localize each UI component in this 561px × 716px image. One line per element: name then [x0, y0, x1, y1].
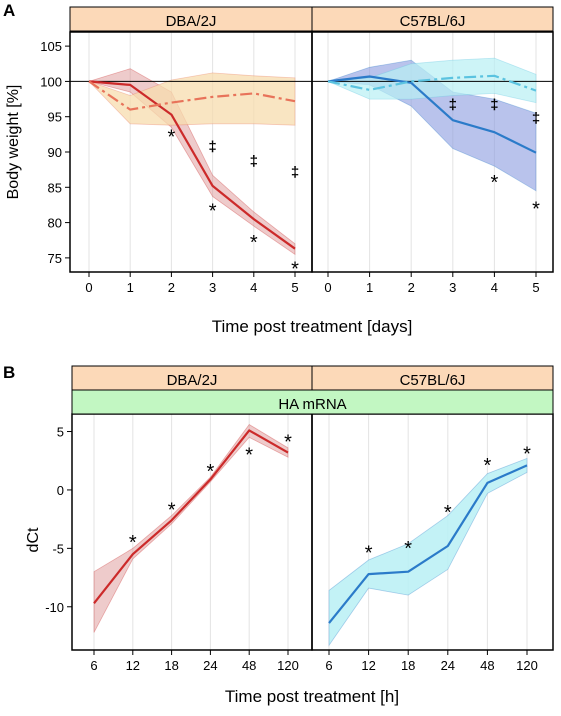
chart-b-annotation: * — [523, 443, 531, 465]
chart-b-annotation: * — [484, 455, 492, 477]
chart-a-ytick-label: 85 — [48, 180, 62, 195]
chart-b-ylabel: dCt — [25, 527, 42, 552]
chart-a-xtick-label: 3 — [209, 280, 216, 295]
chart-a-xtick-label: 1 — [127, 280, 134, 295]
chart-a-xtick-label: 4 — [491, 280, 498, 295]
chart-b-series-line — [328, 464, 528, 624]
chart-a-xtick-label: 1 — [366, 280, 373, 295]
chart-a-xlabel: Time post treatment [days] — [212, 317, 413, 336]
chart-a-annotation: * — [491, 172, 499, 194]
chart-a-ytick-label: 100 — [40, 74, 62, 89]
chart-b-ytick-label: 0 — [57, 483, 64, 498]
chart-b-strip-label: DBA/2J — [167, 372, 218, 389]
chart-a-annotation: * — [291, 258, 299, 280]
chart-b-xlabel: Time post treatment [h] — [225, 687, 399, 706]
chart-a-series-line — [88, 80, 296, 111]
chart-a-annotation: * — [168, 126, 176, 148]
chart-b-panel-2: * * * * * C57BL/6J 6 12 18 24 48 120 — [311, 365, 554, 673]
chart-a-annotation: ‡ — [449, 97, 457, 114]
chart-a-panel-2: ‡ ‡ ‡ * * C57BL/6J 0 1 2 3 4 5 — [311, 6, 554, 295]
chart-b-annotation: * — [404, 538, 412, 560]
chart-a-xtick-label: 5 — [532, 280, 539, 295]
chart-a-annotation: * — [250, 232, 258, 254]
chart-a-ytick-label: 80 — [48, 216, 62, 231]
chart-b-ytick-label: -5 — [52, 541, 64, 556]
chart-a-xtick-label: 2 — [168, 280, 175, 295]
chart-b-xtick-label: 18 — [401, 658, 415, 673]
chart-b-xtick-label: 120 — [516, 658, 538, 673]
chart-a-strip — [69, 6, 313, 32]
chart-a-strip-label: C57BL/6J — [400, 13, 466, 30]
chart-b-xtick-label: 12 — [126, 658, 140, 673]
chart-a-band — [327, 57, 537, 104]
chart-b-xtick-label: 12 — [361, 658, 375, 673]
chart-a-ytick-label: 105 — [40, 39, 62, 54]
chart-b-annotation: * — [207, 461, 215, 483]
chart-a-xtick-label: 3 — [449, 280, 456, 295]
chart-a-series-line — [327, 75, 537, 154]
chart-a-annotation: ‡ — [532, 110, 540, 127]
chart-a-annotation: ‡ — [250, 153, 258, 170]
chart-b-annotation: * — [284, 432, 292, 454]
chart-b-xtick-label: 48 — [242, 658, 256, 673]
chart-a-band — [88, 72, 296, 126]
chart-a-annotation: ‡ — [490, 97, 498, 114]
chart-b-xtick-label: 6 — [90, 658, 97, 673]
chart-b-xtick-label: 24 — [203, 658, 217, 673]
chart-b-ytick-label: -10 — [45, 600, 64, 615]
chart-b-annotation: * — [245, 445, 253, 467]
chart-b-xtick-label: 6 — [325, 658, 332, 673]
chart-a-ytick-label: 90 — [48, 145, 62, 160]
chart-b-xtick-label: 120 — [277, 658, 299, 673]
chart-b-strip2-full — [71, 389, 554, 415]
chart-b-ytick-label: 5 — [57, 425, 64, 440]
chart-a-ytick-label: 75 — [48, 251, 62, 266]
chart-b-strip-label: C57BL/6J — [400, 372, 466, 389]
chart-a-strip-label: DBA/2J — [166, 13, 217, 30]
chart-a-annotation: ‡ — [291, 164, 299, 181]
chart-b-annotation: * — [444, 502, 452, 524]
panel-letter-b: B — [3, 363, 15, 382]
chart-a-ylabel: Body weight [%] — [5, 85, 22, 200]
chart-a-annotation: * — [209, 200, 217, 222]
chart-a-xtick-label: 0 — [85, 280, 92, 295]
panel-letter-a: A — [3, 1, 15, 20]
chart-a-xtick-label: 5 — [291, 280, 298, 295]
chart-a-xtick-label: 0 — [324, 280, 331, 295]
chart-a-ytick-label: 95 — [48, 110, 62, 125]
chart-a-annotation: ‡ — [208, 138, 216, 155]
chart-b-xtick-label: 24 — [441, 658, 455, 673]
chart-a-series-line — [88, 80, 296, 250]
chart-a-xtick-label: 2 — [408, 280, 415, 295]
chart-b-band — [93, 423, 289, 633]
chart-b-series-line — [93, 429, 289, 604]
chart-a-xtick-label: 4 — [250, 280, 257, 295]
chart-a-panel-1: * * * * ‡ ‡ ‡ DBA/2J 0 1 2 3 4 5 75 80 85 90 95 100 105 — [40, 6, 313, 295]
chart-a-annotation: * — [532, 198, 540, 220]
chart-a-strip — [311, 6, 554, 32]
chart-b-band — [328, 457, 528, 647]
chart-b-annotation: * — [129, 532, 137, 554]
chart-b-strip — [311, 365, 554, 391]
chart-b-strip2-label: HA mRNA — [278, 396, 346, 413]
chart-b-xtick-label: 18 — [164, 658, 178, 673]
chart-a-frame — [311, 31, 554, 273]
chart-b-annotation: * — [168, 499, 176, 521]
chart-b-xtick-label: 48 — [480, 658, 494, 673]
chart-b-annotation: * — [365, 543, 373, 565]
chart-b: * * * * * DBA/2J 6 12 18 24 48 120 -10 -5 0 5 * * * * * C57BL… — [45, 365, 554, 673]
